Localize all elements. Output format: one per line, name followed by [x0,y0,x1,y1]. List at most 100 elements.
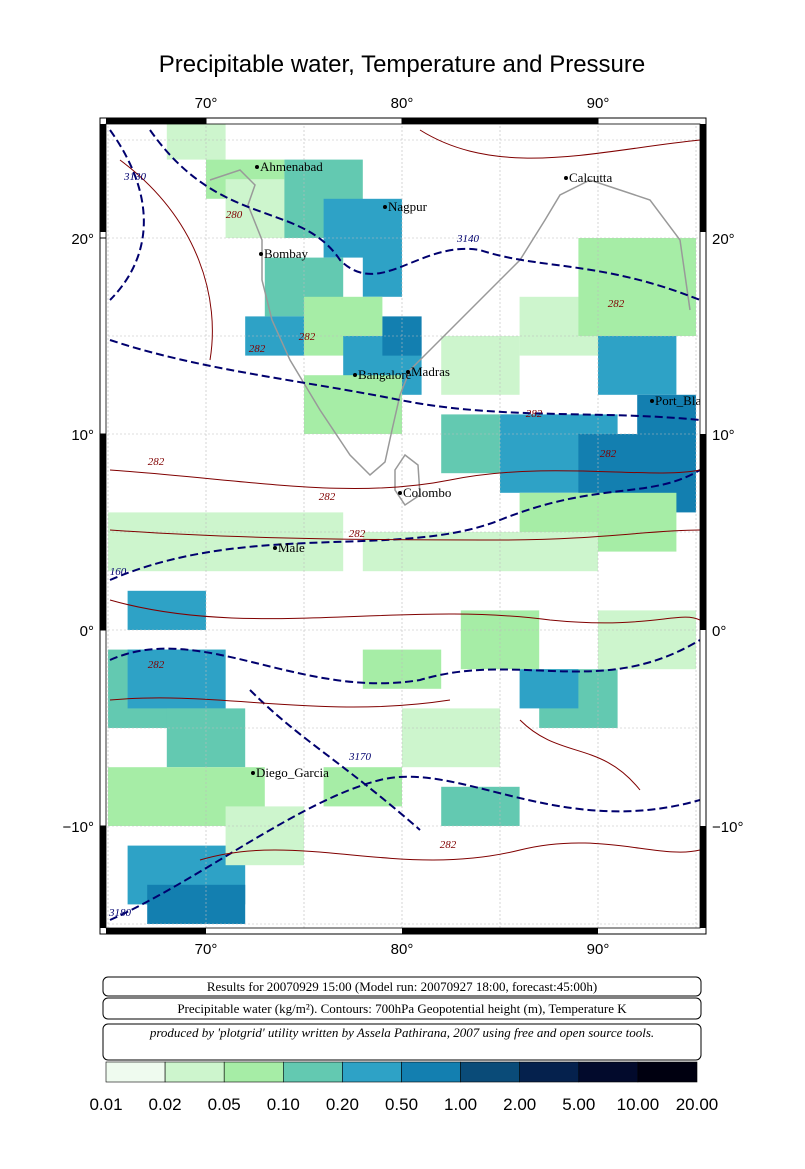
temperature-contour [519,719,641,791]
height-contour [109,775,700,921]
results-text: Results for 20070929 15:00 (Model run: 2… [207,979,597,994]
contour-label: 3170 [348,751,372,763]
colorbar-label: 10.00 [617,1095,660,1114]
frame-bar [700,434,706,630]
height-contour [149,129,700,301]
colorbar-label: 0.10 [267,1095,300,1114]
water-patch [127,590,206,630]
map-area: 3130 280 3140 282 282 282 282 282 282 282 282 160 28… [106,124,710,928]
city-label: Calcutta [569,170,613,185]
contour-label: 282 [148,659,165,671]
lon-tick-label: 90° [587,941,610,958]
colorbar-cell [342,1061,402,1083]
colorbar-label: 0.20 [326,1095,359,1114]
info-box [102,1023,702,1061]
height-contour [109,639,700,685]
title: Precipitable water, Temperature and Pres… [159,51,645,78]
city-label: Bombay [264,246,309,261]
frame-bar [402,928,598,934]
colorbar-cell [223,1061,284,1083]
height-contour [249,689,421,831]
frame-bar [106,928,206,934]
lat-tick-label: −10° [712,819,743,836]
colorbar-label: 5.00 [562,1095,595,1114]
colorbar-cell [401,1061,461,1083]
colorbar-cell [105,1061,166,1083]
city-label: Port_Blair [655,393,710,408]
height-contour [109,469,700,581]
colorbar-label: 20.00 [676,1095,719,1114]
colorbar-label: 0.01 [89,1095,122,1114]
frame-bar [100,124,106,232]
lon-tick-label: 80° [391,95,414,112]
city-dot [383,205,387,209]
water-patch [362,238,402,297]
city-label: Madras [411,364,450,379]
city-label: Male [278,540,305,555]
city-dot [353,373,357,377]
city-dot [259,252,263,256]
lon-tick-label: 90° [587,95,610,112]
water-patch [598,610,696,670]
contour-label: 282 [608,298,625,310]
frame-bar [402,118,598,124]
frame-bar [100,826,106,928]
lat-tick-label: 20° [712,231,735,248]
lon-tick-label: 80° [391,941,414,958]
lat-tick-label: 20° [71,231,94,248]
colorbar-label: 0.05 [208,1095,241,1114]
water-patch [362,532,598,572]
water-patch [598,336,677,395]
city-dot [650,399,654,403]
contour-label: 282 [526,408,543,420]
water-patch [402,708,500,768]
lat-tick-label: 0° [712,623,726,640]
contour-label: 3180 [108,907,132,919]
temperature-contour [119,159,213,361]
frame-bar [700,124,706,232]
city-label: Bangalore [358,367,412,382]
colorbar-cell [460,1061,521,1083]
temperature-contour [109,599,700,624]
contour-label: 282 [319,491,336,503]
colorbar-cell [578,1061,639,1083]
frame-ticks: 70° 70° 80° 80° 90° 90° 20° 20° 10° 10° 0° 0° −10° −1… [63,95,744,958]
credit-text: produced by 'plotgrid' utility written b… [149,1025,655,1040]
colorbar-label: 1.00 [444,1095,477,1114]
contour-label: 282 [249,343,266,355]
city-label: Nagpur [388,199,428,214]
water-patch [637,394,696,434]
water-patch [108,512,344,572]
contour-label: 282 [440,839,457,851]
legend-text: Precipitable water (kg/m²). Contours: 70… [177,1001,627,1016]
city-dot [273,546,277,550]
temperature-contour [109,697,451,708]
contour-label: 282 [148,456,165,468]
contour-label: 282 [299,331,316,343]
lon-tick-label: 70° [195,95,218,112]
city-label: Diego_Garcia [256,765,329,780]
contour-label: 3140 [456,233,480,245]
lat-tick-label: 0° [80,623,94,640]
contour-label: 160 [110,566,127,578]
frame-bar [106,118,206,124]
colorbar-label: 0.02 [149,1095,182,1114]
temperature-contour [109,529,700,541]
colorbar-cell [282,1061,343,1083]
colorbar-label: 0.50 [385,1095,418,1114]
contour-label: 282 [600,448,617,460]
water-patch [225,806,304,866]
water-patch [166,124,226,160]
coastline [209,169,691,477]
colorbar-cell [637,1061,698,1083]
city-dot [564,176,568,180]
colorbar: 0.01 0.02 0.05 0.10 0.20 0.50 1.00 2.00 5.00 10.0… [89,1061,719,1114]
info-box [102,976,702,997]
temperature-contour [419,129,700,159]
water-patch [519,669,579,709]
city-dot [255,165,259,169]
lon-tick-label: 70° [195,941,218,958]
frame-bar [700,826,706,928]
water-patch [147,884,246,924]
water-patch [304,375,402,434]
